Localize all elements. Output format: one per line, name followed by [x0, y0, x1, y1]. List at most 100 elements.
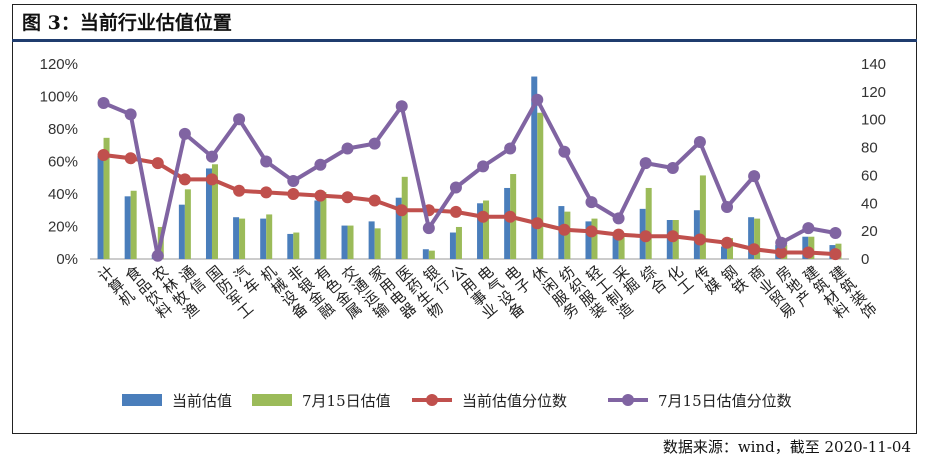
bar-jul15: [455, 226, 462, 259]
jul15-percentile-point: [829, 227, 842, 239]
current-percentile-point: [124, 152, 137, 165]
bar-current: [178, 204, 185, 259]
bar-jul15: [428, 250, 435, 259]
right-axis-tick-label: 100: [861, 112, 886, 129]
jul15-percentile-point: [666, 162, 679, 174]
current-percentile-point: [802, 246, 815, 259]
bar-current: [748, 217, 755, 259]
bar-jul15: [320, 192, 327, 259]
data-source-note: 数据来源：wind，截至 2020-11-04: [662, 438, 911, 456]
current-percentile-point: [205, 173, 218, 186]
right-axis-tick-label: 140: [861, 56, 886, 73]
legend-swatch: [122, 394, 162, 406]
jul15-percentile-point: [260, 155, 273, 168]
bar-current: [314, 200, 321, 259]
bar-current: [422, 249, 429, 259]
bar-current: [585, 221, 592, 259]
jul15-percentile-point: [151, 249, 164, 262]
current-percentile-point: [639, 230, 652, 243]
bar-series: [97, 76, 842, 260]
bar-jul15: [727, 238, 734, 259]
current-percentile-line: [103, 153, 836, 257]
legend-swatch-marker: [426, 394, 438, 406]
jul15-percentile-point: [531, 93, 544, 106]
current-percentile-point: [558, 223, 571, 236]
bar-jul15: [754, 218, 761, 259]
bar-current: [504, 187, 511, 259]
jul15-percentile-point: [449, 181, 462, 194]
current-percentile-point: [368, 194, 381, 207]
bar-jul15: [374, 228, 381, 259]
bar-jul15: [211, 164, 218, 259]
bar-jul15: [347, 225, 354, 259]
right-axis-tick-label: 20: [861, 223, 878, 240]
current-percentile-point: [260, 186, 273, 199]
jul15-percentile-point: [748, 170, 761, 183]
jul15-percentile-point: [558, 145, 571, 158]
jul15-percentile-point: [233, 113, 246, 126]
current-percentile-point: [504, 210, 517, 223]
line-series: [97, 93, 842, 262]
right-axis-tick-label: 80: [861, 140, 878, 157]
current-percentile-point: [314, 189, 327, 202]
left-axis-tick-label: 60%: [48, 154, 78, 171]
bar-current: [233, 217, 240, 259]
left-axis-tick-label: 120%: [40, 56, 78, 73]
left-axis-tick-label: 40%: [48, 186, 78, 203]
jul15-percentile-point: [395, 100, 408, 113]
bar-jul15: [645, 187, 652, 259]
current-percentile-point: [748, 243, 761, 256]
jul15-percentile-point: [802, 222, 815, 235]
jul15-percentile-point: [97, 97, 110, 109]
bar-jul15: [293, 232, 300, 259]
bar-jul15: [103, 137, 110, 259]
legend-label: 7月15日估值: [302, 392, 391, 410]
current-percentile-point: [449, 205, 462, 218]
figure-title: 图 3：当前行业估值位置: [22, 12, 232, 34]
current-percentile-point: [585, 225, 598, 238]
current-percentile-point: [233, 184, 246, 197]
category-label: 传媒: [690, 262, 724, 298]
current-percentile-point: [287, 188, 300, 200]
current-percentile-point: [341, 191, 354, 204]
jul15-percentile-point: [477, 160, 490, 173]
current-percentile-point: [151, 157, 164, 170]
bar-jul15: [537, 112, 544, 259]
jul15-percentile-point: [178, 127, 191, 140]
title-rule: [12, 39, 917, 42]
current-percentile-point: [178, 173, 191, 186]
jul15-percentile-point: [124, 108, 137, 121]
bar-jul15: [130, 190, 137, 259]
bar-current: [124, 196, 131, 259]
category-label: 钢铁: [717, 262, 751, 298]
bar-current: [97, 155, 104, 259]
right-axis-tick-label: 0: [861, 251, 869, 268]
bar-current: [341, 225, 348, 259]
category-label: 综合: [636, 262, 670, 298]
jul15-percentile-point: [422, 222, 435, 235]
jul15-percentile-point: [693, 136, 706, 148]
legend-label: 当前估值分位数: [462, 392, 567, 410]
bar-jul15: [483, 200, 490, 259]
bar-jul15: [564, 211, 571, 259]
bar-current: [395, 197, 402, 259]
jul15-percentile-point: [368, 137, 381, 150]
bar-jul15: [184, 189, 191, 259]
current-percentile-point: [612, 228, 625, 241]
left-axis-tick-label: 80%: [48, 121, 78, 138]
bar-current: [287, 233, 294, 259]
jul15-percentile-point: [775, 236, 788, 249]
right-axis-tick-label: 40: [861, 195, 878, 212]
jul15-percentile-point: [639, 157, 652, 170]
current-percentile-point: [775, 246, 788, 259]
figure-frame: [12, 4, 917, 434]
right-axis-tick-label: 60: [861, 167, 878, 184]
jul15-percentile-line: [102, 97, 836, 258]
bar-jul15: [401, 176, 408, 259]
chart-axes: 0% 20% 40% 60% 80% 100% 120% 0 20 40 60 80 100 120 140: [40, 56, 886, 268]
jul15-percentile-point: [287, 175, 300, 187]
current-percentile-point: [477, 210, 490, 223]
jul15-percentile-point: [721, 201, 734, 213]
bar-current: [368, 221, 375, 259]
